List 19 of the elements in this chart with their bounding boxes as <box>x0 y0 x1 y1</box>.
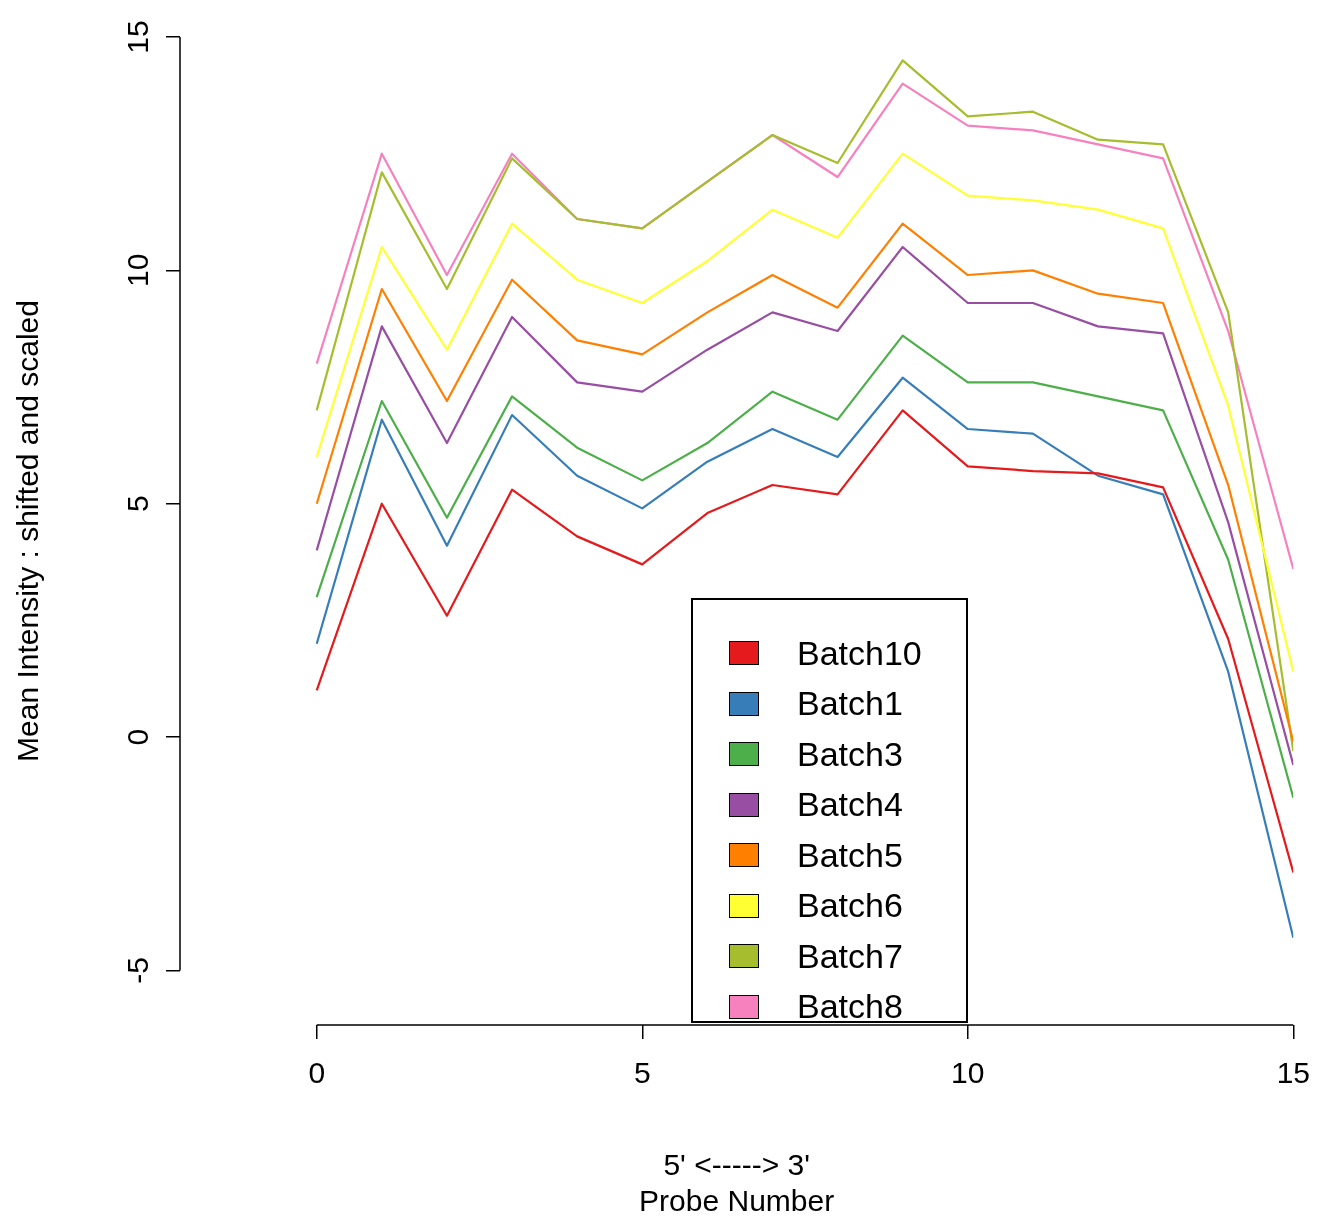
y-tick-label: -5 <box>121 957 155 984</box>
legend-label: Batch10 <box>797 633 922 673</box>
legend-label: Batch4 <box>797 785 903 825</box>
x-axis-title: 5' <-----> 3' Probe Number <box>639 1148 835 1218</box>
y-tick-label: 0 <box>121 728 155 746</box>
x-tick-label: 15 <box>1276 1056 1310 1090</box>
x-tick-label: 10 <box>951 1056 985 1090</box>
y-tick-label: 15 <box>121 20 155 54</box>
legend-label: Batch7 <box>797 936 903 976</box>
x-tick-label: 5 <box>633 1056 651 1090</box>
legend-label: Batch6 <box>797 886 903 926</box>
y-tick-label: 10 <box>121 253 155 288</box>
legend-label: Batch3 <box>797 734 903 774</box>
y-tick-label: 5 <box>121 495 155 513</box>
legend-label: Batch8 <box>797 987 903 1027</box>
y-axis-title: Mean Intensity : shifted and scaled <box>11 300 45 762</box>
legend-label: Batch1 <box>797 684 903 724</box>
legend-label: Batch5 <box>797 835 903 875</box>
x-tick-label: 0 <box>308 1056 326 1090</box>
